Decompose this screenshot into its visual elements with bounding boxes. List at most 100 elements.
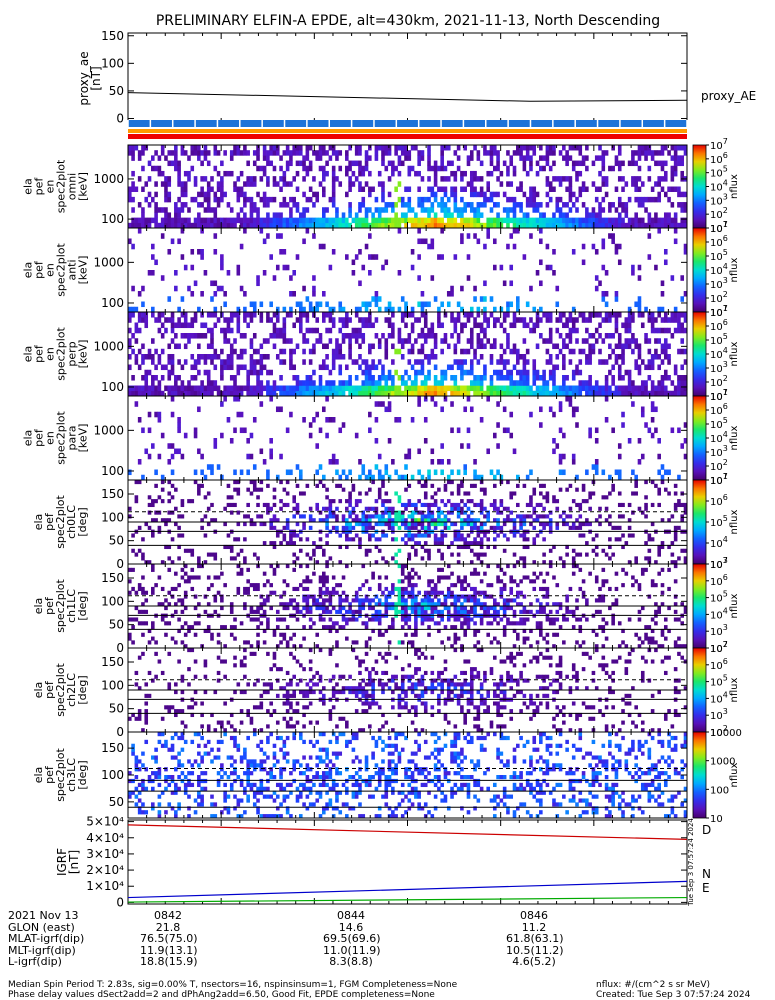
pitch-angle-bin — [420, 518, 425, 523]
spectrogram-bin — [667, 196, 671, 203]
spectrogram-bin — [420, 238, 425, 245]
pitch-angle-bin — [341, 487, 346, 492]
spectrogram-bin — [637, 264, 642, 271]
pitch-angle-bin — [433, 522, 438, 527]
spectrogram-bin — [285, 160, 290, 167]
spectrogram-bin — [305, 380, 310, 386]
spectrogram-bin — [289, 312, 293, 318]
pitch-angle-bin — [440, 541, 444, 546]
pitch-angle-bin — [233, 487, 237, 492]
spectrogram-bin — [325, 150, 329, 156]
spectrogram-bin — [673, 327, 678, 334]
pitch-angle-bin — [446, 499, 451, 504]
spectrogram-bin — [259, 385, 264, 392]
pitch-angle-bin — [660, 541, 665, 546]
spectrogram-bin — [266, 380, 270, 386]
spectrogram-bin — [680, 443, 685, 449]
pitch-angle-bin — [568, 506, 573, 511]
spectrogram-bin — [177, 207, 181, 213]
spectrogram-bin — [381, 385, 385, 392]
spectrogram-bin — [289, 469, 293, 476]
spectrogram-bin — [210, 207, 214, 213]
spectrogram-bin — [581, 338, 586, 344]
spectrogram-bin — [243, 306, 247, 313]
spectrogram-bin — [673, 312, 678, 318]
spectrogram-bin — [469, 338, 474, 344]
spectrogram-bin — [190, 322, 195, 329]
spectrogram-bin — [657, 217, 661, 224]
spectrogram-bin — [397, 155, 402, 161]
spectrogram-bin — [249, 317, 254, 323]
spectrogram-bin — [338, 165, 343, 172]
spectrogram-bin — [137, 228, 142, 234]
spectrogram-bin — [391, 222, 395, 229]
spectrogram-bin — [318, 155, 323, 161]
spectrogram-bin — [289, 155, 293, 161]
spectrogram-bin — [512, 165, 517, 172]
pitch-angle-bin — [197, 487, 201, 492]
spectrogram-bin — [492, 474, 497, 481]
pitch-angle-bin — [131, 617, 135, 622]
spectrogram-bin — [535, 270, 540, 276]
spectrogram-bin — [483, 327, 487, 334]
spectrogram-bin — [634, 160, 638, 167]
spectrogram-bin — [282, 150, 287, 156]
pitch-angle-bin — [634, 560, 638, 565]
pitch-angle-bin — [660, 544, 665, 550]
spectrogram-bin — [285, 338, 290, 344]
spectrogram-bin — [614, 390, 619, 397]
spectrogram-bin — [262, 364, 267, 371]
spectrogram-bin — [650, 150, 655, 156]
spectrogram-bin — [407, 348, 412, 355]
spectrogram-bin — [608, 217, 612, 224]
spectrogram-bin — [525, 170, 530, 177]
spectrogram-bin — [575, 217, 579, 224]
spectrogram-bin — [476, 202, 481, 208]
spectrogram-bin — [262, 459, 267, 465]
spectrogram-bin — [345, 254, 349, 260]
spectrogram-bin — [654, 338, 658, 344]
spectrogram-bin — [279, 186, 283, 192]
spectrogram-bin — [371, 186, 375, 192]
spectrogram-bin — [598, 280, 602, 287]
spectrogram-bin — [486, 396, 491, 402]
spectrogram-bin — [512, 385, 517, 392]
pitch-angle-bin — [486, 537, 491, 542]
spectrogram-bin — [312, 417, 316, 423]
pitch-angle-bin — [197, 560, 201, 565]
spectrogram-bin — [483, 196, 487, 203]
spectrogram-bin — [266, 354, 270, 360]
spectrogram-bin — [529, 385, 533, 392]
spectrogram-bin — [345, 312, 349, 318]
spectrogram-bin — [522, 390, 527, 397]
spectrogram-bin — [654, 217, 658, 224]
spectrogram-bin — [259, 176, 264, 182]
pitch-angle-bin — [532, 510, 537, 515]
spectrogram-bin — [644, 155, 648, 161]
spectrogram-bin — [437, 322, 441, 329]
pitch-angle-bin — [647, 533, 652, 538]
spectrogram-bin — [637, 312, 642, 318]
spectrogram-bin — [479, 322, 484, 329]
spectrogram-bin — [371, 254, 375, 260]
spectrogram-bin — [374, 464, 379, 470]
spectrogram-bin — [502, 359, 507, 365]
spectrogram-bin — [394, 202, 398, 208]
spectrogram-bin — [328, 338, 333, 344]
spectrogram-bin — [200, 160, 204, 167]
spectrogram-bin — [512, 343, 517, 350]
spectrogram-bin — [594, 390, 599, 397]
spectrogram-bin — [604, 181, 609, 187]
spectrogram-bin — [206, 380, 211, 386]
spectrogram-bin — [164, 155, 168, 161]
pitch-angle-bin — [529, 495, 533, 500]
spectrogram-bin — [351, 259, 356, 266]
spectrogram-bin — [440, 186, 444, 192]
pitch-angle-bin — [450, 552, 454, 557]
spectrogram-bin — [216, 186, 221, 192]
spectrogram-bin — [499, 474, 504, 481]
spectrogram-bin — [446, 176, 451, 182]
spectrogram-bin — [640, 181, 645, 187]
spectrogram-bin — [404, 217, 408, 224]
spectrogram-bin — [608, 317, 612, 323]
